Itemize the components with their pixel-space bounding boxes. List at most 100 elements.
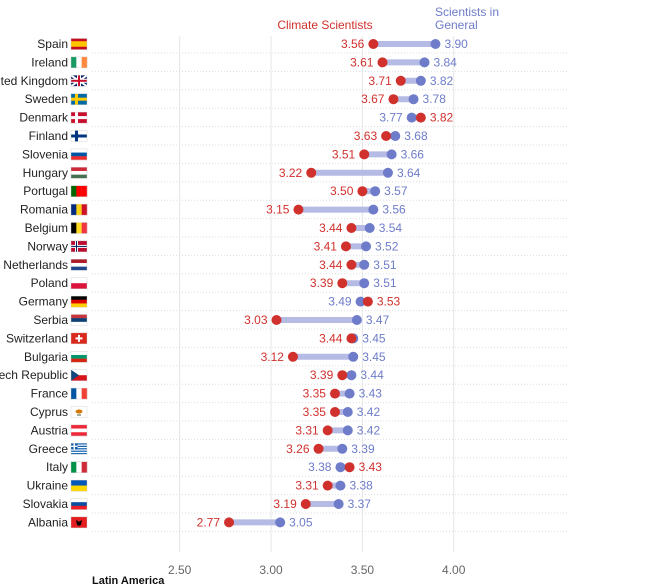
flag-stripe [71, 222, 77, 234]
flag-border [70, 332, 88, 345]
value-label-general-austria: 3.42 [357, 423, 381, 437]
country-label-greece: Greece [29, 442, 69, 456]
value-label-general-greece: 3.39 [351, 442, 375, 456]
dot-general-serbia [351, 315, 362, 325]
flag-stripe [71, 453, 87, 455]
flag-stripe [71, 461, 77, 473]
flag-slovenia-icon [70, 148, 88, 161]
country-label-albania: Albania [28, 515, 68, 529]
flag-border [70, 277, 88, 289]
flag-stripe [71, 358, 87, 363]
flag-stripe [71, 321, 87, 326]
flag-border [70, 479, 88, 492]
value-label-climate-czech-republic: 3.39 [310, 368, 334, 382]
dot-general-ireland [419, 57, 430, 68]
dot-climate-greece [313, 443, 324, 454]
flag-stripe [76, 56, 82, 68]
value-label-climate-ireland: 3.61 [350, 55, 374, 69]
flag-czech-republic-icon [70, 369, 88, 381]
country-label-poland: Poland [31, 276, 68, 290]
dot-climate-austria [322, 425, 333, 436]
value-label-general-netherlands: 3.51 [373, 258, 397, 272]
value-label-general-finland: 3.68 [404, 129, 428, 143]
flag-border [70, 406, 88, 418]
flag-border [70, 130, 88, 142]
value-label-climate-norway: 3.41 [314, 239, 338, 253]
flag-greece-icon [70, 443, 88, 455]
flag-slovakia-icon [70, 498, 88, 510]
value-label-climate-albania: 2.77 [197, 515, 221, 529]
flag-border [70, 259, 88, 271]
dot-general-netherlands [359, 259, 370, 270]
flag-stripe [71, 156, 87, 161]
dot-general-belgium [364, 223, 375, 233]
flag-border [70, 56, 88, 69]
flag-stripe [76, 185, 82, 197]
flag-stripe [71, 445, 87, 448]
flag-romania-icon [70, 203, 88, 216]
value-label-climate-germany: 3.53 [377, 295, 401, 309]
dot-general-cyprus [342, 407, 353, 417]
value-label-general-romania: 3.56 [382, 203, 406, 217]
dot-climate-germany [362, 296, 373, 307]
country-label-denmark: Denmark [19, 111, 69, 125]
value-label-climate-cyprus: 3.35 [303, 405, 327, 419]
flag-spain-icon [70, 38, 88, 50]
dot-general-slovakia [333, 499, 344, 509]
flag-ireland-icon [70, 56, 88, 69]
dot-general-bulgaria [348, 351, 359, 362]
flag-hungary-icon [70, 167, 88, 179]
dot-general-poland [359, 278, 370, 289]
value-label-general-france: 3.43 [359, 387, 383, 401]
flag-france-icon [70, 387, 88, 400]
value-label-general-denmark: 3.77 [379, 111, 403, 125]
flag-stripe [71, 388, 77, 400]
flag-stripe [71, 41, 87, 45]
flag-stripe [71, 502, 87, 507]
flag-cross [71, 116, 87, 120]
country-label-finland: Finland [29, 129, 68, 143]
flag-germany-icon [70, 295, 88, 308]
legend-climate-scientists: Climate Scientists [277, 18, 372, 32]
value-label-climate-united-kingdom: 3.71 [368, 74, 392, 88]
flag-stripe [76, 204, 82, 216]
flag-norway-icon [70, 240, 88, 253]
dot-general-finland [390, 131, 401, 141]
dot-climate-romania [293, 204, 304, 215]
flag-border [70, 167, 88, 179]
value-label-climate-romania: 3.15 [266, 203, 290, 217]
flag-border [70, 38, 88, 50]
value-label-general-bulgaria: 3.45 [362, 350, 386, 364]
country-label-ireland: Ireland [31, 55, 68, 69]
country-label-bulgaria: Bulgaria [24, 350, 68, 364]
dot-general-ukraine [335, 480, 346, 491]
dot-climate-finland [381, 131, 392, 141]
value-label-climate-finland: 3.63 [354, 129, 378, 143]
section-label-latin-america: Latin America [92, 575, 165, 587]
dot-general-romania [368, 204, 379, 215]
flag-poland-icon [70, 277, 88, 289]
dot-general-france [344, 388, 355, 399]
flag-branch [77, 414, 81, 416]
flag-stripe [71, 375, 87, 381]
dot-climate-ireland [377, 57, 388, 68]
flag-stripe [71, 485, 87, 492]
flag-border [70, 443, 88, 455]
dot-climate-ukraine [322, 480, 333, 491]
flag-border [70, 111, 88, 124]
dot-general-united-kingdom [415, 75, 426, 86]
value-label-climate-spain: 3.56 [341, 37, 365, 51]
dot-climate-slovakia [300, 499, 311, 509]
country-label-romania: Romania [20, 203, 68, 217]
value-label-climate-sweden: 3.67 [361, 92, 385, 106]
dot-climate-slovenia [359, 149, 370, 160]
country-label-italy: Italy [46, 460, 68, 474]
flag-border [70, 461, 88, 473]
country-label-slovenia: Slovenia [22, 147, 68, 161]
flag-stripe [71, 277, 87, 284]
flag-border [70, 516, 88, 529]
flag-stripe [71, 314, 87, 319]
flag-stripe [71, 451, 87, 454]
flag-united-kingdom-icon [70, 74, 88, 88]
flag-border [70, 498, 88, 510]
